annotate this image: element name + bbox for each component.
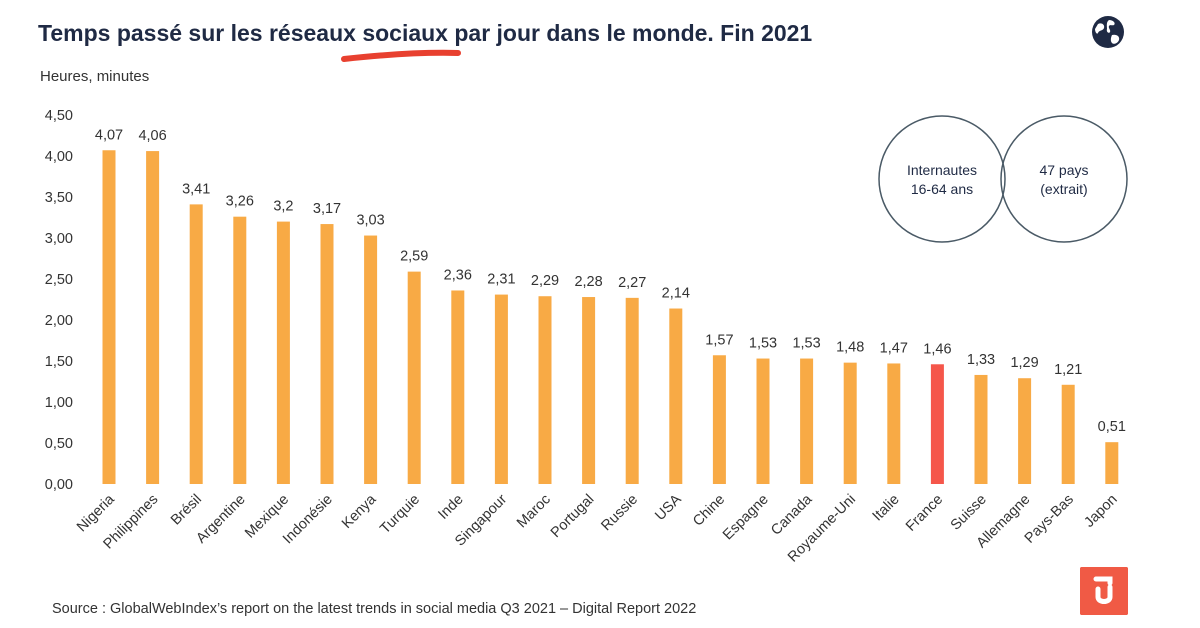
y-tick-label: 3,00 — [45, 231, 73, 247]
data-label: 3,26 — [226, 194, 254, 210]
data-label: 1,57 — [705, 332, 733, 348]
data-label: 2,28 — [574, 274, 602, 290]
venn-right-line2: (extrait) — [1040, 181, 1087, 197]
bar-nigeria — [102, 150, 116, 484]
data-label: 1,21 — [1054, 362, 1082, 378]
bar-singapour — [494, 294, 508, 484]
bar-indon-sie — [320, 224, 334, 484]
bar-philippines — [146, 151, 160, 484]
bar-br-sil — [189, 204, 203, 484]
bar-russie — [625, 297, 639, 484]
venn-right-line1: 47 pays — [1039, 162, 1088, 178]
data-label: 4,07 — [95, 127, 123, 143]
bar-italie — [887, 363, 901, 484]
x-tick-label: Portugal — [548, 492, 598, 542]
data-label: 1,53 — [792, 336, 820, 352]
brand-logo-icon — [1080, 567, 1128, 615]
x-tick-label: Turquie — [377, 492, 423, 538]
bar-suisse — [974, 374, 988, 484]
x-tick-label: Maroc — [514, 492, 554, 532]
data-label: 1,53 — [749, 336, 777, 352]
venn-circle-left — [878, 115, 1006, 243]
y-tick-label: 0,50 — [45, 436, 73, 452]
data-label: 2,36 — [444, 267, 472, 283]
venn-left-line2: 16-64 ans — [911, 181, 973, 197]
x-tick-label: Suisse — [948, 492, 990, 534]
data-label: 1,48 — [836, 340, 864, 356]
y-tick-label: 1,00 — [45, 395, 73, 411]
bar-canada — [800, 358, 814, 484]
y-axis: 0,00 0,50 1,00 1,50 2,00 2,50 3,00 3,50 4,00 4,50 — [45, 108, 73, 493]
data-label: 2,59 — [400, 249, 428, 265]
venn-diagram: Internautes 16-64 ans 47 pays (extrait) — [878, 115, 1128, 243]
x-tick-label: Kenya — [339, 491, 380, 532]
bars — [102, 150, 1119, 484]
bar-chine — [712, 355, 726, 484]
data-label: 1,29 — [1010, 355, 1038, 371]
bar-allemagne — [1018, 378, 1032, 484]
data-label: 3,17 — [313, 201, 341, 217]
data-label: 2,29 — [531, 273, 559, 289]
bar-japon — [1105, 442, 1119, 484]
data-label: 0,51 — [1098, 419, 1126, 435]
bar-mexique — [276, 221, 290, 484]
bar-kenya — [364, 235, 378, 484]
data-label: 4,06 — [138, 128, 166, 144]
x-tick-label: Inde — [435, 492, 466, 523]
title-underline — [341, 49, 461, 62]
x-tick-label: Chine — [690, 492, 728, 530]
y-tick-label: 4,50 — [45, 108, 73, 124]
y-tick-label: 3,50 — [45, 190, 73, 206]
bar-inde — [451, 290, 465, 484]
data-label: 2,27 — [618, 275, 646, 291]
x-tick-label: Espagne — [720, 492, 772, 544]
y-tick-label: 1,50 — [45, 354, 73, 370]
data-label: 2,14 — [662, 286, 690, 302]
source-note: Source : GlobalWebIndex’s report on the … — [52, 601, 697, 617]
x-tick-label: Russie — [598, 492, 641, 535]
data-label: 1,47 — [880, 340, 908, 356]
x-tick-label: France — [903, 492, 946, 535]
page-title: Temps passé sur les réseaux sociaux par … — [38, 20, 813, 46]
data-label: 3,41 — [182, 181, 210, 197]
data-label: 1,46 — [923, 341, 951, 357]
data-labels: 4,07 4,06 3,41 3,26 3,2 3,17 3,03 2,59 2,36 2,31 2… — [95, 127, 1126, 435]
bar-argentine — [233, 216, 247, 484]
data-label: 3,03 — [356, 213, 384, 229]
data-label: 3,2 — [273, 199, 293, 215]
x-tick-label: Italie — [870, 492, 903, 525]
y-tick-label: 2,50 — [45, 272, 73, 288]
bar-maroc — [538, 296, 552, 484]
x-tick-label: USA — [652, 491, 685, 524]
bar-royaume-uni — [843, 362, 857, 484]
y-tick-label: 2,00 — [45, 313, 73, 329]
venn-left-line1: Internautes — [907, 162, 977, 178]
bar-turquie — [407, 271, 421, 484]
bar-espagne — [756, 358, 770, 484]
bar-france — [930, 364, 944, 484]
venn-circle-right — [1000, 115, 1128, 243]
y-tick-label: 0,00 — [45, 477, 73, 493]
data-label: 2,31 — [487, 272, 515, 288]
y-tick-label: 4,00 — [45, 149, 73, 165]
bar-usa — [669, 308, 683, 484]
data-label: 1,33 — [967, 352, 995, 368]
x-tick-label: Japon — [1081, 492, 1120, 531]
bar-portugal — [582, 297, 596, 484]
y-axis-unit-label: Heures, minutes — [40, 68, 150, 85]
globe-icon — [1092, 16, 1124, 48]
x-tick-label: Brésil — [168, 492, 205, 529]
bar-pays-bas — [1061, 384, 1075, 484]
